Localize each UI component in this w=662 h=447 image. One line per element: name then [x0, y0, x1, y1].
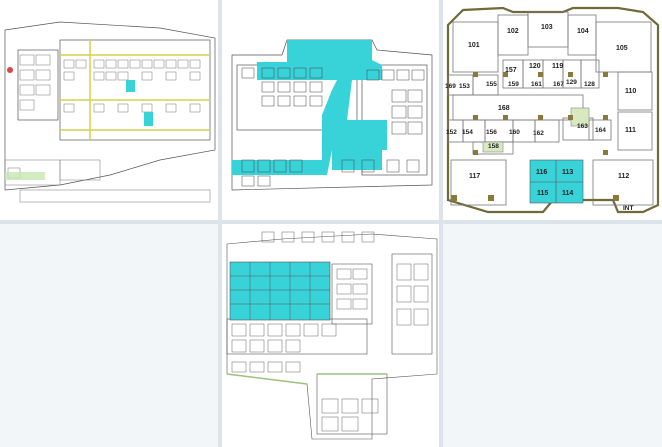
room-129-label: 129 — [566, 79, 577, 86]
room-119-label: 119 — [552, 63, 563, 70]
room-101-label: 101 — [468, 42, 480, 49]
floor-plan-tile-5[interactable] — [222, 224, 439, 447]
floor-plan-tile-1[interactable] — [0, 0, 218, 220]
room-161-label: 161 — [531, 81, 542, 88]
room-102-label: 102 — [507, 28, 519, 35]
room-156-label: 156 — [486, 129, 497, 136]
room-152-label: 152 — [446, 129, 457, 136]
room-104-label: 104 — [577, 28, 589, 35]
empty-tile — [0, 224, 218, 447]
room-164-label: 164 — [595, 127, 606, 134]
room-116-label: 116 — [536, 169, 547, 176]
empty-tile-right — [443, 224, 662, 447]
room-113-label: 113 — [562, 169, 573, 176]
room-155-label: 155 — [486, 81, 497, 88]
floor-plan-2-drawing — [222, 0, 439, 220]
room-112-label: 112 — [618, 173, 629, 180]
room-162-label: 162 — [533, 130, 544, 137]
int-label: INT — [623, 205, 634, 212]
floor-plan-1-drawing — [0, 0, 218, 220]
room-115-label: 115 — [537, 190, 548, 197]
room-105-label: 105 — [616, 45, 628, 52]
floor-plan-tile-2[interactable] — [222, 0, 439, 220]
room-103-label: 103 — [541, 24, 553, 31]
room-159-label: 159 — [508, 81, 519, 88]
room-167-label: 167 — [553, 81, 564, 88]
room-110-label: 110 — [625, 88, 636, 95]
room-128-label: 128 — [584, 81, 595, 88]
room-120-label: 120 — [529, 63, 541, 70]
room-157-label: 157 — [505, 67, 517, 74]
room-163-label: 163 — [577, 123, 588, 130]
floor-plan-5-drawing — [222, 224, 439, 447]
room-160-label: 160 — [509, 129, 520, 136]
floor-plan-tile-3[interactable]: 101 102 103 104 105 157 120 119 169 153 … — [443, 0, 662, 220]
floor-plan-3-drawing: 101 102 103 104 105 157 120 119 169 153 … — [443, 0, 662, 220]
room-158-label: 158 — [488, 143, 499, 150]
room-154-label: 154 — [462, 129, 473, 136]
room-117-label: 117 — [469, 173, 480, 180]
room-168-label: 168 — [498, 105, 510, 112]
room-153-label: 153 — [459, 83, 470, 90]
room-114-label: 114 — [562, 190, 573, 197]
room-169-label: 169 — [445, 83, 456, 90]
room-111-label: 111 — [625, 127, 636, 134]
